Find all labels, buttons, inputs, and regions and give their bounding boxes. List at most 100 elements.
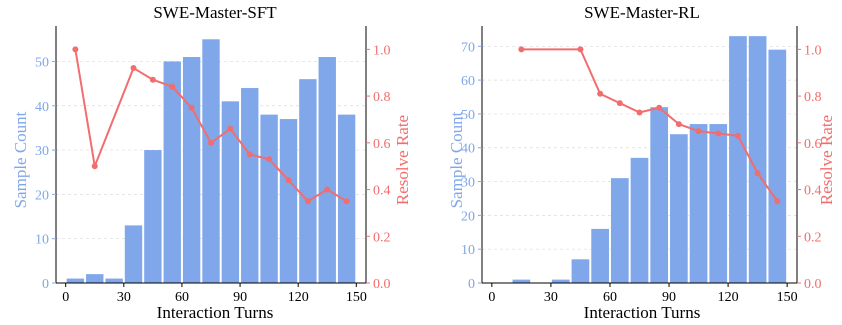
- resolve-rate-point: [266, 156, 273, 163]
- bar: [670, 134, 688, 283]
- resolve-rate-point: [715, 130, 722, 137]
- y-left-tick-label: 10: [461, 243, 475, 258]
- resolve-rate-point: [91, 163, 98, 170]
- bar: [512, 279, 531, 283]
- x-tick-label: 60: [175, 290, 189, 305]
- bar: [610, 178, 629, 283]
- bar: [591, 228, 609, 283]
- y-right-tick-label: 0.0: [373, 277, 391, 292]
- bar: [768, 49, 787, 283]
- x-tick-label: 120: [288, 290, 309, 305]
- bar: [163, 61, 181, 284]
- resolve-rate-point: [616, 100, 623, 107]
- resolve-rate-point: [636, 109, 643, 116]
- y-right-tick-label: 1.0: [373, 43, 391, 58]
- y-right-tick-label: 0.8: [373, 90, 391, 105]
- bar: [202, 39, 220, 283]
- bar: [630, 157, 649, 283]
- bar: [66, 278, 85, 283]
- resolve-rate-point: [72, 46, 79, 53]
- resolve-rate-point: [285, 177, 292, 184]
- bar: [318, 57, 336, 283]
- x-tick-label: 90: [662, 290, 676, 305]
- plot-swe-master-sft: SWE-Master-SFT Interaction Turns Sample …: [11, 3, 412, 322]
- x-tick-label: 60: [603, 290, 617, 305]
- resolve-rate-point: [734, 132, 741, 139]
- bar: [260, 114, 278, 283]
- bar: [299, 79, 317, 283]
- bar: [86, 274, 104, 283]
- resolve-rate-point: [343, 198, 350, 205]
- y-left-tick-label: 70: [461, 40, 475, 55]
- resolve-rate-point: [169, 83, 176, 90]
- y-left-tick-label: 20: [461, 209, 475, 224]
- x-tick-label: 120: [718, 290, 739, 305]
- y-axis-right-label: Resolve Rate: [817, 115, 836, 205]
- x-tick-label: 0: [62, 290, 69, 305]
- resolve-rate-point: [130, 65, 137, 72]
- bar: [571, 259, 590, 283]
- y-right-tick-label: 0.2: [373, 230, 391, 245]
- resolve-rate-point: [577, 46, 584, 53]
- resolve-rate-point: [518, 46, 525, 53]
- y-axis-left-label: Sample Count: [447, 111, 466, 208]
- y-left-tick-label: 40: [35, 100, 49, 115]
- bar: [279, 119, 298, 283]
- x-tick-label: 0: [488, 290, 495, 305]
- y-right-tick-label: 0.6: [373, 137, 391, 152]
- bar: [689, 124, 708, 283]
- bar: [709, 124, 728, 283]
- y-right-tick-label: 0.0: [804, 277, 822, 292]
- resolve-rate-point: [754, 170, 761, 177]
- resolve-rate-point: [695, 128, 702, 135]
- bar: [551, 279, 570, 283]
- y-axis-left-label: Sample Count: [11, 111, 30, 208]
- x-axis-label: Interaction Turns: [157, 303, 274, 322]
- bar: [124, 225, 143, 283]
- y-left-tick-label: 30: [461, 176, 475, 191]
- y-right-tick-label: 1.0: [804, 43, 822, 58]
- y-left-tick-label: 0: [468, 277, 475, 292]
- resolve-rate-point: [246, 151, 253, 158]
- resolve-rate-point: [304, 198, 311, 205]
- y-axis-right-label: Resolve Rate: [393, 115, 412, 205]
- y-left-tick-label: 60: [461, 74, 475, 89]
- y-left-tick-label: 30: [35, 144, 49, 159]
- resolve-rate-point: [675, 121, 682, 128]
- bar: [729, 36, 747, 283]
- y-right-tick-label: 0.8: [804, 90, 822, 105]
- x-tick-label: 30: [117, 290, 131, 305]
- y-right-tick-label: 0.4: [373, 184, 391, 199]
- x-tick-label: 30: [544, 290, 558, 305]
- resolve-rate-point: [208, 139, 214, 146]
- y-left-tick-label: 20: [35, 188, 49, 203]
- resolve-rate-point: [149, 76, 156, 83]
- resolve-rate-point: [324, 186, 331, 193]
- resolve-rate-line: [74, 49, 348, 203]
- plot-swe-master-rl: SWE-Master-RL Interaction Turns Sample C…: [447, 3, 836, 322]
- y-right-tick-label: 0.2: [804, 230, 822, 245]
- bar: [748, 36, 767, 283]
- x-tick-label: 150: [346, 290, 367, 305]
- chart-title: SWE-Master-RL: [584, 3, 700, 22]
- y-left-tick-label: 40: [461, 142, 475, 157]
- bar: [221, 101, 240, 284]
- x-axis-label: Interaction Turns: [584, 303, 701, 322]
- bar: [105, 278, 123, 283]
- y-left-tick-label: 50: [35, 55, 49, 70]
- bar: [650, 107, 669, 283]
- y-right-tick-label: 0.4: [804, 184, 822, 199]
- resolve-rate-line: [521, 48, 779, 202]
- chart-title: SWE-Master-SFT: [153, 3, 277, 22]
- resolve-rate-point: [774, 198, 781, 205]
- bar: [241, 88, 259, 283]
- x-tick-label: 150: [777, 290, 798, 305]
- y-left-tick-label: 10: [35, 233, 49, 248]
- resolve-rate-point: [597, 90, 604, 97]
- x-tick-label: 90: [233, 290, 247, 305]
- resolve-rate-point: [227, 125, 234, 132]
- bar: [144, 150, 162, 283]
- y-right-tick-label: 0.6: [804, 137, 822, 152]
- y-left-tick-label: 50: [461, 108, 475, 123]
